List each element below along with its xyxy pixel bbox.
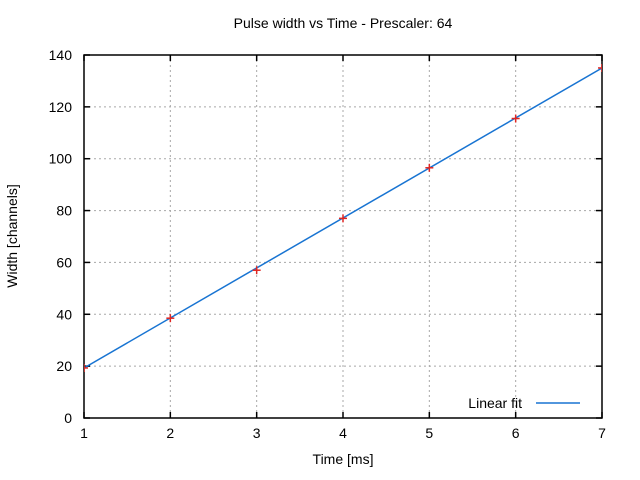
chart-title: Pulse width vs Time - Prescaler: 64 [234,15,453,31]
x-tick-label: 3 [253,425,261,441]
legend-label: Linear fit [468,395,522,411]
data-point-marker [511,114,520,123]
y-tick-label: 20 [56,358,72,374]
y-tick-label: 60 [56,254,72,270]
x-axis-label: Time [ms] [313,451,374,467]
gridlines [84,55,602,418]
y-tick-label: 0 [64,410,72,426]
x-tick-label: 4 [339,425,347,441]
x-tick-label: 6 [512,425,520,441]
x-tick-label: 7 [598,425,606,441]
y-tick-label: 80 [56,203,72,219]
x-tick-label: 2 [166,425,174,441]
y-axis-label: Width [channels] [4,184,20,288]
data-point-marker [166,314,175,323]
data-point-marker [252,266,261,275]
legend: Linear fit [468,395,580,411]
data-point-marker [598,63,602,72]
y-tick-label: 140 [49,47,73,63]
x-tick-label: 1 [80,425,88,441]
y-tick-label: 40 [56,306,72,322]
data-point-marker [425,163,434,172]
data-point-markers [84,63,602,372]
plot-series [84,63,602,372]
y-tick-label: 120 [49,99,73,115]
x-tick-label: 5 [425,425,433,441]
data-point-marker [84,363,88,372]
x-axis-tick-labels: 1 2 3 4 5 6 7 [80,425,606,441]
data-point-marker [339,214,347,223]
y-axis-tick-labels: 0 20 40 60 80 100 120 140 [49,47,73,426]
plot-border [83,54,603,419]
y-tick-label: 100 [49,151,73,167]
